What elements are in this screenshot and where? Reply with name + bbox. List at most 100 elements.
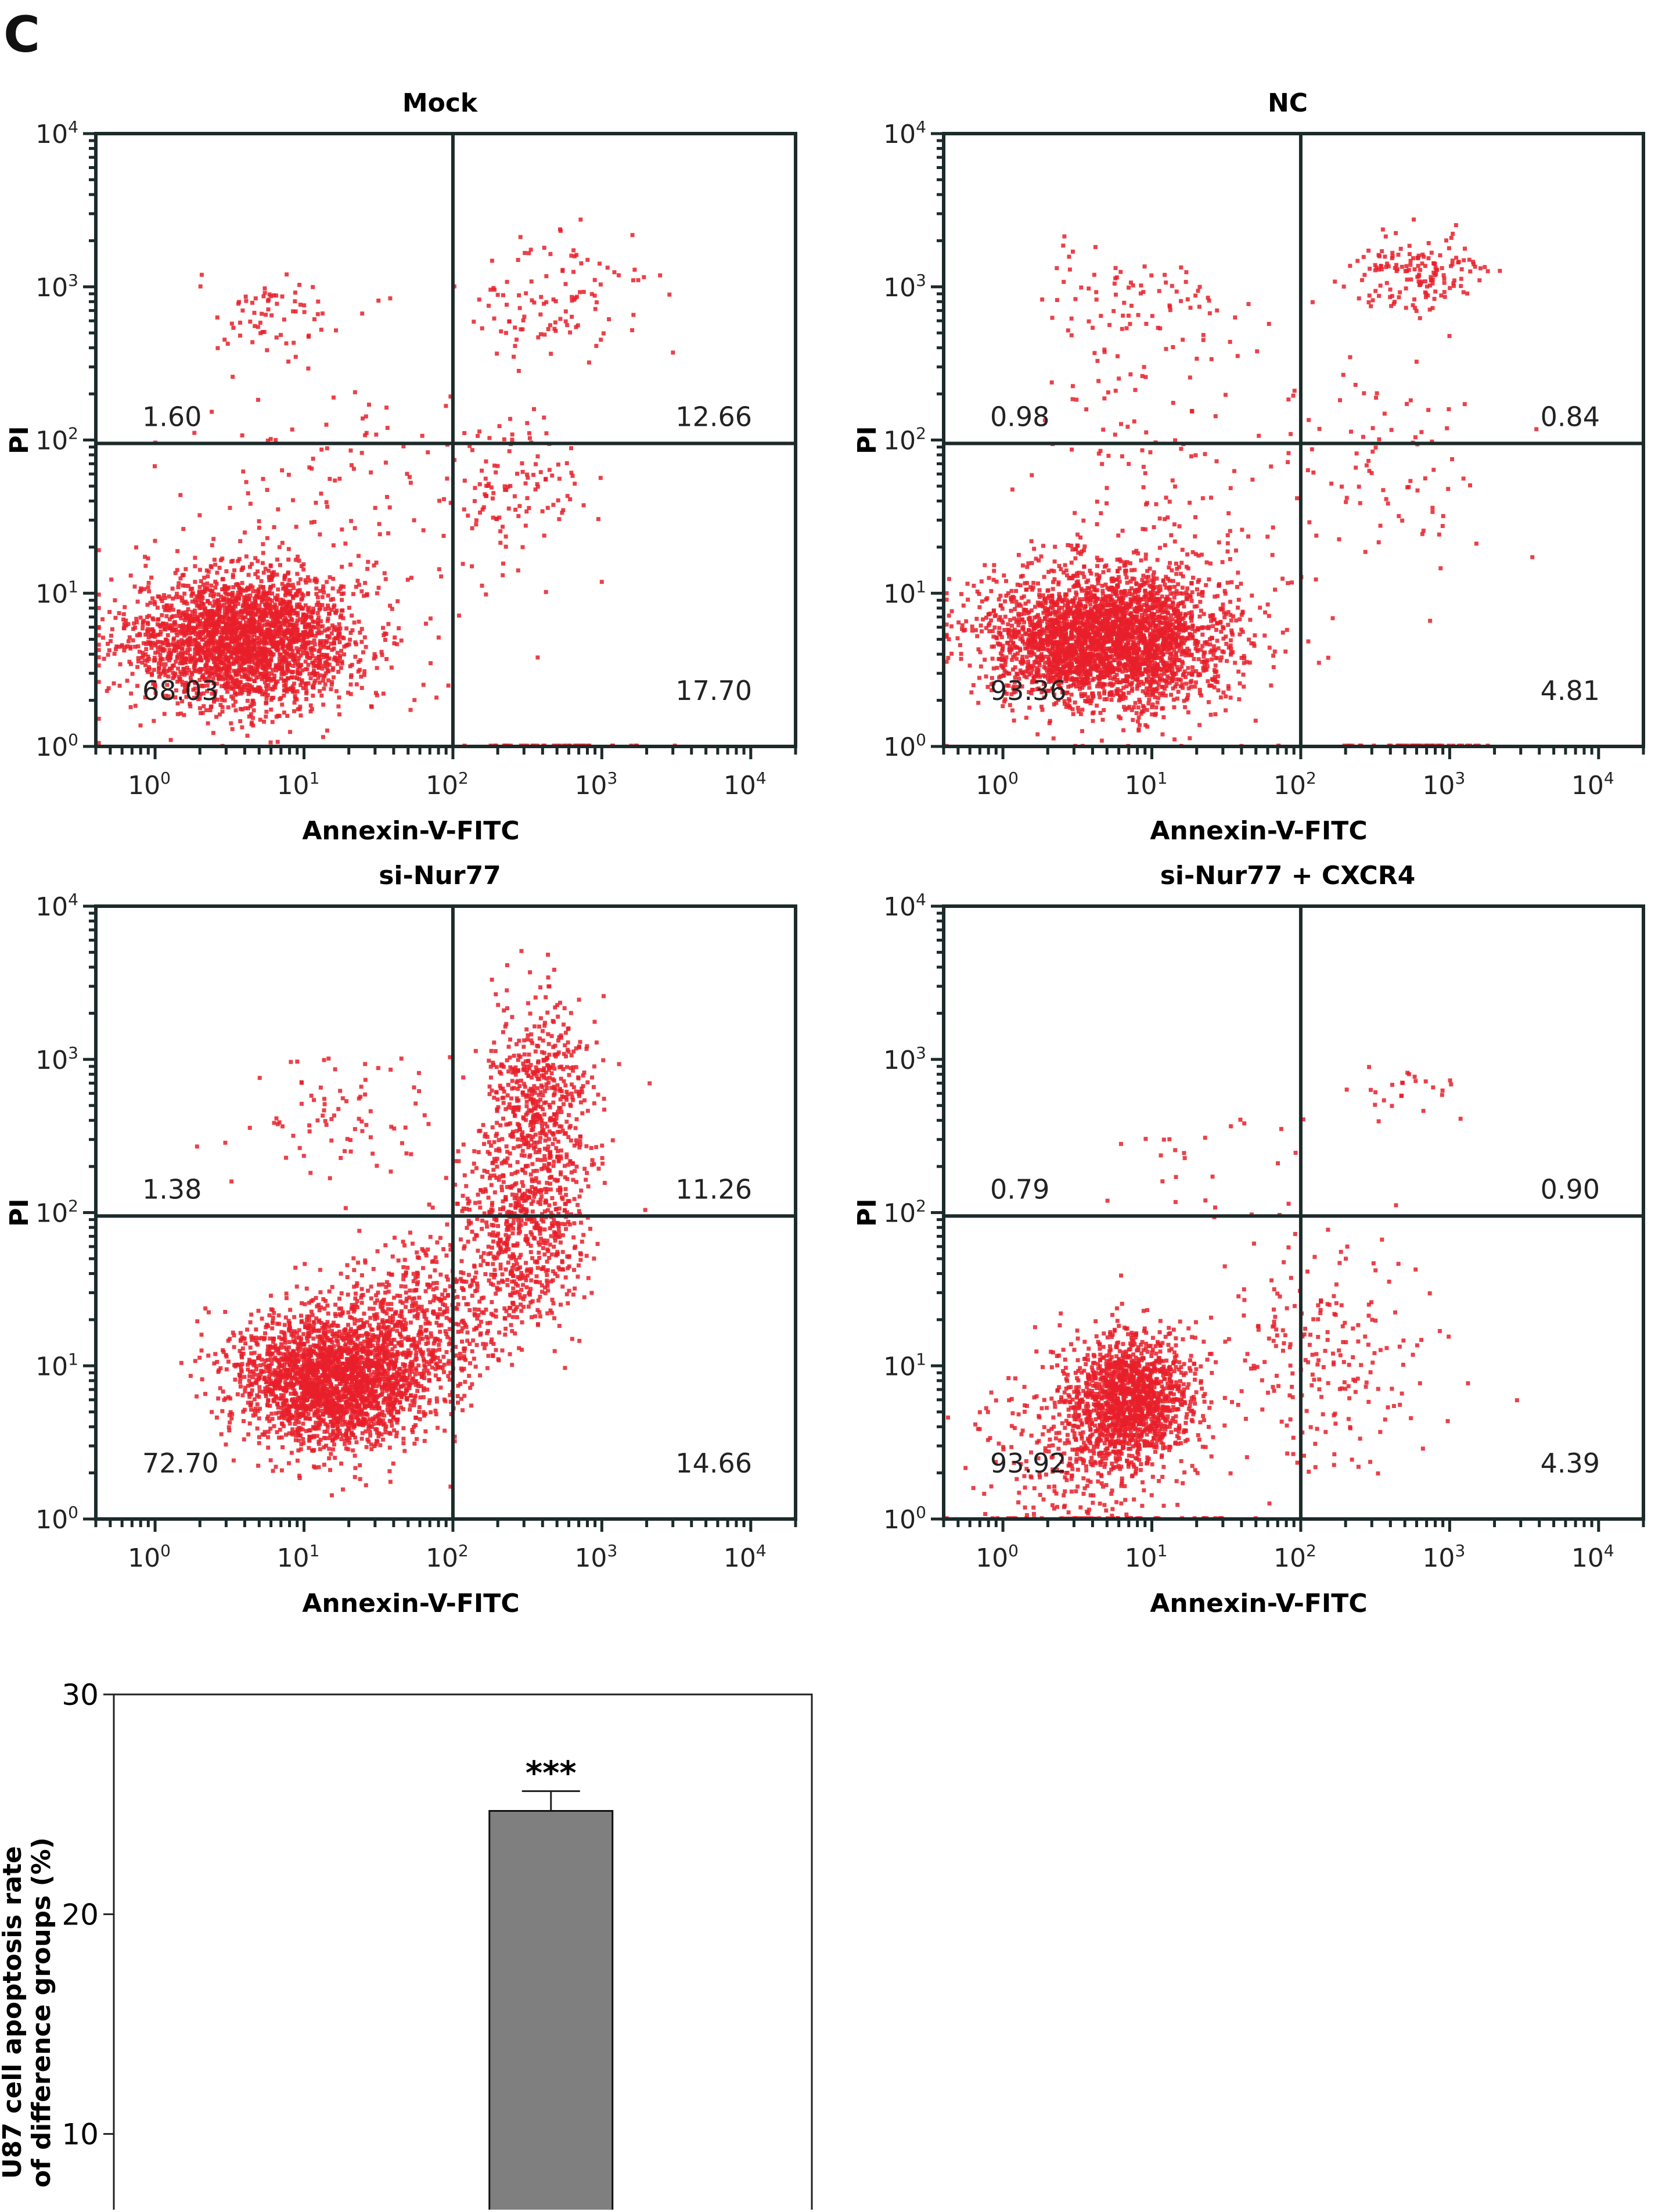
plot-title: NC	[1268, 88, 1308, 118]
data-point	[196, 617, 200, 621]
data-point	[336, 662, 340, 666]
quadrant-value-ll: 68.03	[142, 675, 219, 706]
data-point	[269, 708, 273, 712]
data-point	[508, 449, 512, 453]
data-point	[959, 592, 963, 596]
data-point	[167, 594, 171, 598]
data-point	[544, 300, 548, 304]
data-point	[258, 687, 262, 691]
data-point	[266, 299, 270, 303]
data-point	[292, 709, 296, 713]
data-point	[228, 506, 232, 510]
data-point	[110, 627, 114, 631]
data-point	[289, 604, 293, 608]
data-point	[312, 669, 316, 673]
y-axis-label: PI	[5, 426, 34, 454]
data-point	[257, 526, 261, 530]
data-point	[1171, 591, 1175, 595]
data-point	[146, 627, 150, 631]
data-point	[261, 634, 265, 638]
data-point	[248, 594, 252, 598]
data-point	[164, 638, 168, 642]
data-point	[231, 375, 235, 379]
data-point	[293, 299, 297, 303]
data-point	[319, 448, 323, 452]
data-point	[201, 590, 205, 594]
data-point	[246, 734, 250, 738]
data-point	[1233, 661, 1237, 665]
data-point	[264, 714, 268, 719]
data-point	[978, 650, 982, 654]
data-point	[561, 508, 565, 512]
data-point	[284, 683, 288, 687]
data-point	[280, 645, 285, 649]
data-point	[470, 526, 474, 530]
data-point	[321, 587, 325, 591]
data-point	[294, 310, 298, 314]
data-point	[275, 336, 279, 340]
data-point	[513, 325, 517, 329]
data-point	[170, 604, 174, 608]
data-point	[209, 564, 213, 568]
data-point	[582, 290, 586, 294]
data-point	[278, 634, 282, 638]
data-point	[439, 574, 443, 579]
data-point	[304, 697, 308, 701]
data-point	[1012, 719, 1016, 723]
data-point	[325, 728, 329, 732]
data-point	[1010, 624, 1014, 628]
data-point	[232, 656, 236, 660]
data-point	[153, 600, 157, 604]
data-point	[268, 598, 272, 602]
data-point	[354, 642, 358, 647]
data-point	[544, 274, 548, 278]
data-point	[380, 650, 384, 654]
data-point	[1190, 665, 1195, 669]
data-point	[292, 681, 296, 685]
data-point	[304, 667, 308, 672]
data-point	[959, 657, 963, 661]
data-point	[512, 355, 516, 359]
data-point	[164, 662, 168, 666]
data-point	[217, 592, 221, 597]
data-point	[190, 618, 195, 622]
data-point	[131, 638, 135, 642]
data-point	[1000, 635, 1004, 639]
data-point	[412, 698, 416, 702]
data-point	[231, 727, 235, 731]
data-point	[1147, 622, 1152, 626]
data-point	[213, 558, 217, 562]
data-point	[138, 633, 142, 637]
data-point	[510, 437, 514, 441]
data-point	[175, 644, 179, 648]
data-point	[481, 508, 485, 512]
data-point	[246, 667, 250, 672]
data-point	[160, 613, 164, 617]
data-point	[296, 663, 300, 667]
data-point	[362, 673, 366, 677]
data-point	[542, 246, 546, 250]
data-point	[199, 667, 203, 671]
data-point	[163, 596, 167, 600]
data-point	[339, 666, 343, 670]
data-point	[508, 484, 512, 488]
data-point	[1101, 570, 1105, 574]
data-point	[352, 467, 356, 471]
data-point	[261, 542, 265, 546]
data-point	[216, 640, 220, 644]
data-point	[118, 684, 122, 688]
data-point	[306, 367, 310, 371]
data-point	[153, 464, 157, 468]
data-point	[527, 431, 531, 435]
data-point	[372, 563, 376, 568]
data-point	[292, 656, 296, 660]
data-point	[291, 670, 295, 674]
data-point	[360, 686, 364, 690]
data-point	[172, 628, 177, 632]
data-point	[516, 568, 520, 572]
data-point	[324, 672, 328, 676]
data-point	[516, 514, 520, 518]
